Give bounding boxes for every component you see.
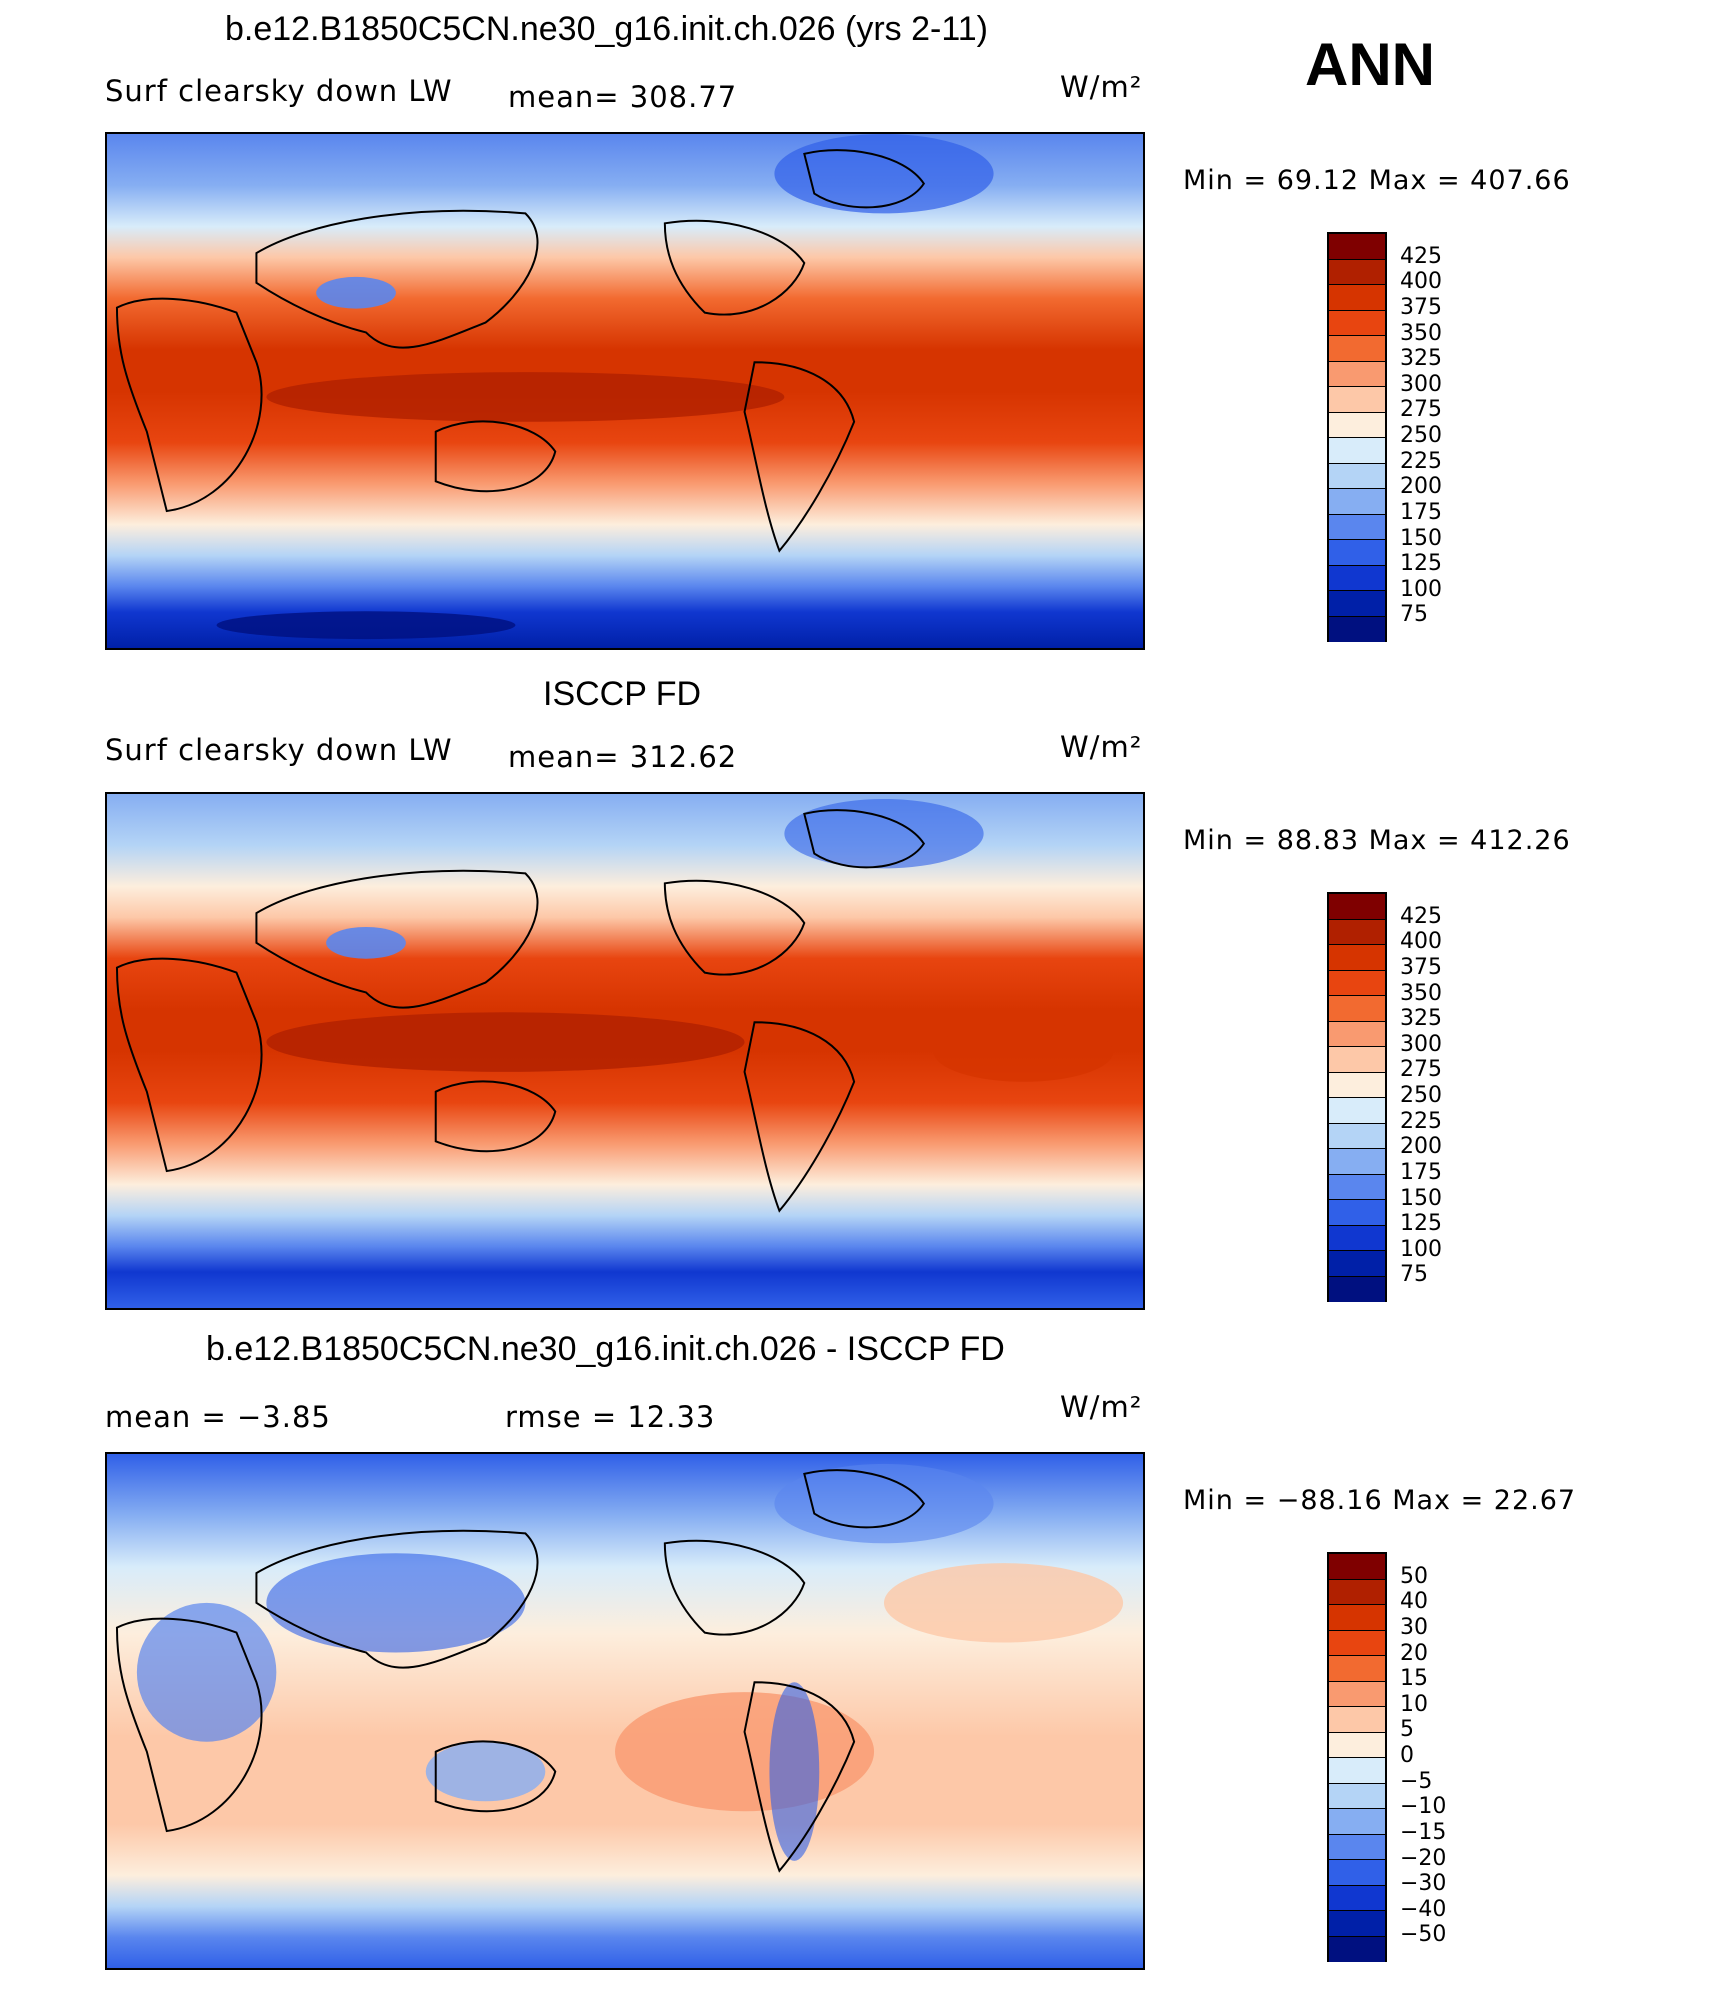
colorbar-tick-label: 350	[1400, 320, 1442, 346]
colorbar-tick-label: 75	[1400, 1262, 1428, 1288]
panel-2-colorbar	[1327, 892, 1387, 1302]
colorbar-tick-label: 40	[1400, 1589, 1428, 1615]
colorbar-tick-label: 15	[1400, 1666, 1428, 1692]
colorbar-tick-label: 300	[1400, 371, 1442, 397]
colorbar-tick-label: 275	[1400, 1057, 1442, 1083]
colorbar-tick-label: 275	[1400, 397, 1442, 423]
colorbar-tick-label: 175	[1400, 499, 1442, 525]
colorbar-tick-label: 10	[1400, 1691, 1428, 1717]
panel-3-map	[105, 1452, 1145, 1970]
colorbar-tick-label: −40	[1400, 1896, 1447, 1922]
panel-1-units-label: W/m²	[1060, 70, 1143, 104]
colorbar-tick-label: 400	[1400, 269, 1442, 295]
colorbar-tick-label: 30	[1400, 1614, 1428, 1640]
panel-2-title: ISCCP FD	[543, 675, 702, 713]
colorbar-tick-label: −30	[1400, 1871, 1447, 1897]
colorbar-tick-label: 150	[1400, 525, 1442, 551]
colorbar-tick-label: 325	[1400, 1006, 1442, 1032]
colorbar-tick-label: 20	[1400, 1640, 1428, 1666]
panel-3-mean-label: mean = −3.85	[105, 1400, 331, 1434]
panel-2-minmax: Min = 88.83 Max = 412.26	[1183, 825, 1571, 856]
colorbar-tick-label: 375	[1400, 954, 1442, 980]
colorbar-tick-label: 350	[1400, 980, 1442, 1006]
panel-3-units-label: W/m²	[1060, 1390, 1143, 1424]
colorbar-tick-label: 75	[1400, 602, 1428, 628]
colorbar-tick-label: −50	[1400, 1922, 1447, 1948]
colorbar-tick-label: 425	[1400, 243, 1442, 269]
colorbar-tick-label: 5	[1400, 1717, 1414, 1743]
colorbar-tick-label: 225	[1400, 1108, 1442, 1134]
colorbar-tick-label: −10	[1400, 1794, 1447, 1820]
colorbar-tick-label: −15	[1400, 1819, 1447, 1845]
colorbar-tick-label: −20	[1400, 1845, 1447, 1871]
colorbar-tick-label: 175	[1400, 1159, 1442, 1185]
panel-1-colorbar	[1327, 232, 1387, 642]
panel-1-variable-label: Surf clearsky down LW	[105, 74, 453, 108]
panel-2-map	[105, 792, 1145, 1310]
panel-3-rmse-label: rmse = 12.33	[505, 1400, 716, 1434]
colorbar-tick-label: −5	[1400, 1768, 1433, 1794]
panel-1-title: b.e12.B1850C5CN.ne30_g16.init.ch.026 (yr…	[225, 10, 988, 48]
season-label: ANN	[1305, 31, 1435, 98]
colorbar-tick-label: 200	[1400, 474, 1442, 500]
colorbar-tick-label: 425	[1400, 903, 1442, 929]
colorbar-tick-label: 200	[1400, 1134, 1442, 1160]
panel-1-minmax: Min = 69.12 Max = 407.66	[1183, 165, 1571, 196]
colorbar-tick-label: 225	[1400, 448, 1442, 474]
colorbar-tick-label: 375	[1400, 294, 1442, 320]
panel-3-title: b.e12.B1850C5CN.ne30_g16.init.ch.026 - I…	[206, 1330, 1005, 1368]
colorbar-tick-label: 50	[1400, 1563, 1428, 1589]
panel-2-variable-label: Surf clearsky down LW	[105, 733, 453, 767]
colorbar-tick-label: 325	[1400, 346, 1442, 372]
colorbar-tick-label: 150	[1400, 1185, 1442, 1211]
colorbar-tick-label: 100	[1400, 1236, 1442, 1262]
panel-2-mean-label: mean= 312.62	[508, 740, 738, 774]
colorbar-tick-label: 300	[1400, 1031, 1442, 1057]
colorbar-tick-label: 125	[1400, 551, 1442, 577]
colorbar-tick-label: 125	[1400, 1211, 1442, 1237]
panel-3-minmax: Min = −88.16 Max = 22.67	[1183, 1485, 1577, 1516]
colorbar-tick-label: 250	[1400, 1083, 1442, 1108]
panel-1-map	[105, 132, 1145, 650]
colorbar-tick-label: 100	[1400, 576, 1442, 602]
panel-2-units-label: W/m²	[1060, 730, 1143, 764]
colorbar-tick-label: 0	[1400, 1743, 1414, 1768]
panel-3-colorbar	[1327, 1552, 1387, 1962]
colorbar-tick-label: 400	[1400, 929, 1442, 955]
panel-1-mean-label: mean= 308.77	[508, 80, 738, 114]
colorbar-tick-label: 250	[1400, 423, 1442, 448]
